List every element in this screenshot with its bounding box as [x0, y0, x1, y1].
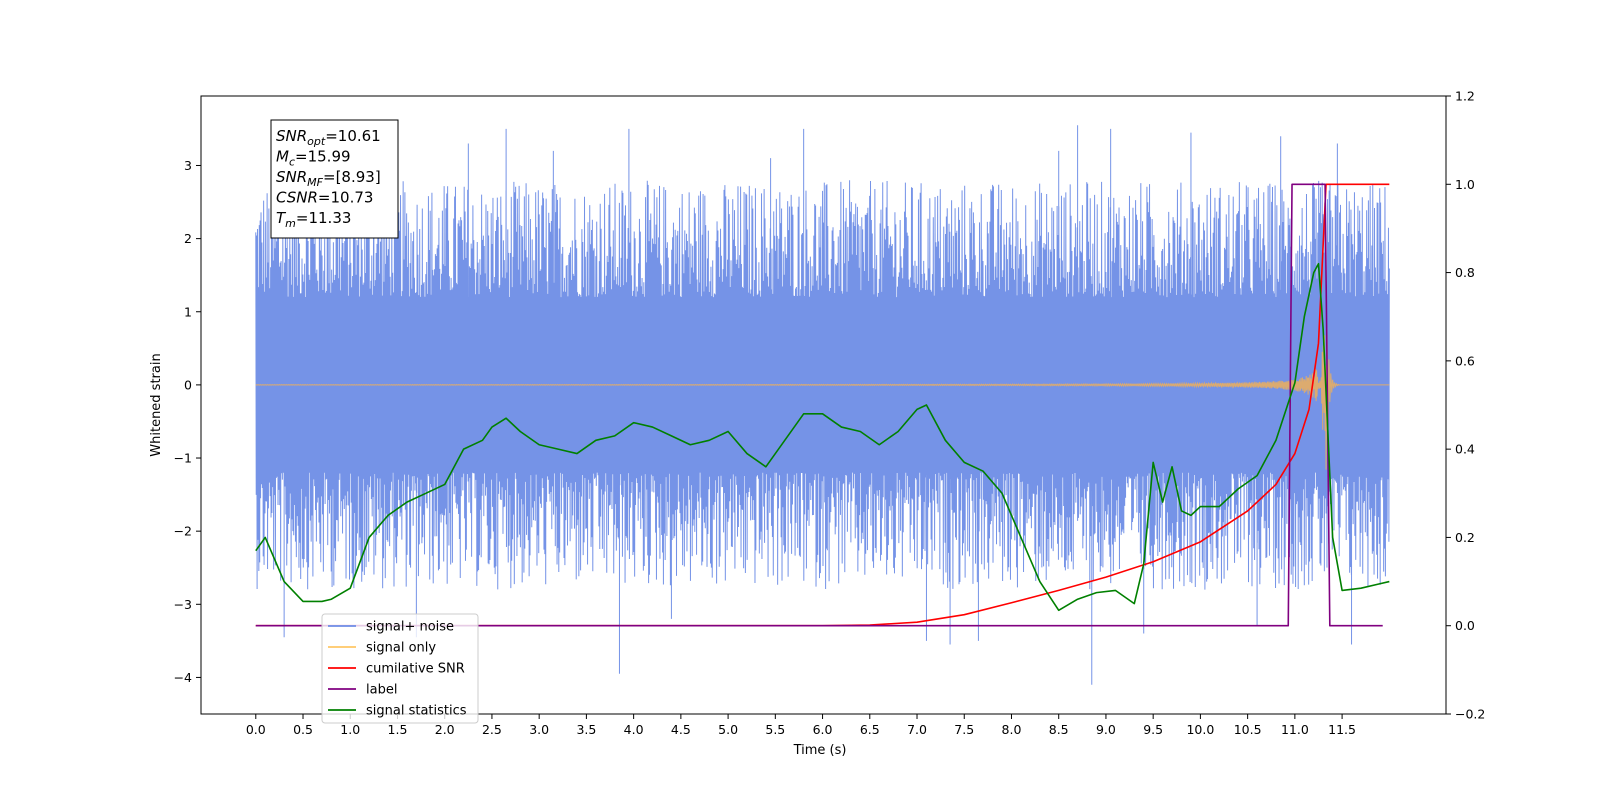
x-axis-title: Time (s): [793, 743, 847, 758]
info-line: Mc=15.99: [276, 148, 351, 169]
x-tick-label: 11.5: [1328, 722, 1356, 737]
x-tick-label: 6.5: [860, 722, 880, 737]
x-tick-label: 2.5: [482, 722, 502, 737]
x-tick-label: 1.0: [340, 722, 360, 737]
y-axis-right: −0.2 0.0 0.2 0.4 0.6 0.8 1.0 1.2: [1446, 89, 1485, 722]
x-tick-label: 5.0: [718, 722, 738, 737]
plot-frame: [200, 95, 1447, 715]
x-tick-label: 0.5: [293, 722, 313, 737]
y-left-tick-label: −3: [174, 597, 192, 612]
x-tick-label: 6.0: [813, 722, 833, 737]
legend-frame: [321, 613, 479, 724]
y-left-tick-label: 3: [184, 158, 192, 173]
x-tick-label: 7.0: [907, 722, 927, 737]
legend-label: signal statistics: [366, 704, 467, 719]
x-tick-label: 10.5: [1234, 722, 1262, 737]
series-signal-only: [255, 328, 1390, 470]
series-label: [255, 183, 1383, 627]
y-right-tick-label: 0.4: [1455, 442, 1475, 457]
x-tick-label: 4.0: [624, 722, 644, 737]
legend: signal+ noise signal only cumilative SNR la…: [321, 613, 479, 724]
y-right-tick-label: 0.8: [1455, 265, 1475, 280]
y-right-tick-label: −0.2: [1455, 707, 1485, 722]
series-signal-statistics: [255, 262, 1390, 612]
x-tick-label: 9.0: [1096, 722, 1116, 737]
info-line: SNRopt=10.61: [276, 127, 381, 148]
x-tick-label: 0.0: [246, 722, 266, 737]
legend-label: label: [366, 683, 397, 698]
series-cumilative-snr: [255, 183, 1390, 627]
y-right-tick-label: 1.2: [1455, 89, 1475, 104]
y-axis-title: Whitened strain: [149, 353, 164, 456]
x-tick-label: 3.0: [529, 722, 549, 737]
legend-label: signal only: [366, 641, 436, 656]
y-right-tick-label: 0.6: [1455, 353, 1475, 368]
y-left-tick-label: 2: [184, 231, 192, 246]
legend-label: signal+ noise: [366, 620, 454, 635]
x-tick-label: 7.5: [954, 722, 974, 737]
x-tick-label: 8.0: [1002, 722, 1022, 737]
y-left-tick-label: 0: [184, 377, 192, 392]
info-annotation-box: SNRopt=10.61Mc=15.99SNRMF=[8.93]CSNR=10.…: [270, 119, 399, 239]
x-tick-label: 4.5: [671, 722, 691, 737]
legend-label: cumilative SNR: [366, 662, 465, 677]
info-line: CSNR=10.73: [276, 189, 373, 207]
y-right-tick-label: 0.2: [1455, 530, 1475, 545]
y-right-tick-label: 1.0: [1455, 177, 1475, 192]
info-box-frame: [270, 119, 399, 239]
x-tick-label: 1.5: [388, 722, 408, 737]
x-tick-label: 8.5: [1049, 722, 1069, 737]
y-axis-left: −4 −3 −2 −1 0 1 2 3: [174, 158, 201, 685]
info-line: Tm=11.33: [276, 209, 351, 230]
series-layer: [255, 125, 1390, 685]
series-signal-noise: [255, 125, 1390, 685]
x-tick-label: 3.5: [576, 722, 596, 737]
y-left-tick-label: −1: [174, 451, 192, 466]
y-right-tick-label: 0.0: [1455, 618, 1475, 633]
y-left-tick-label: 1: [184, 304, 192, 319]
x-tick-label: 10.0: [1186, 722, 1214, 737]
x-tick-label: 5.5: [765, 722, 785, 737]
y-left-tick-label: −4: [174, 670, 192, 685]
x-tick-label: 11.0: [1281, 722, 1309, 737]
x-axis: 0.0 0.5 1.0 1.5 2.0 2.5 3.0 3.5 4.0 4.5 5.0 5.5 6.0 6…: [246, 714, 1356, 737]
x-tick-label: 2.0: [435, 722, 455, 737]
info-line: SNRMF=[8.93]: [276, 168, 381, 189]
x-tick-label: 9.5: [1143, 722, 1163, 737]
y-left-tick-label: −2: [174, 524, 192, 539]
